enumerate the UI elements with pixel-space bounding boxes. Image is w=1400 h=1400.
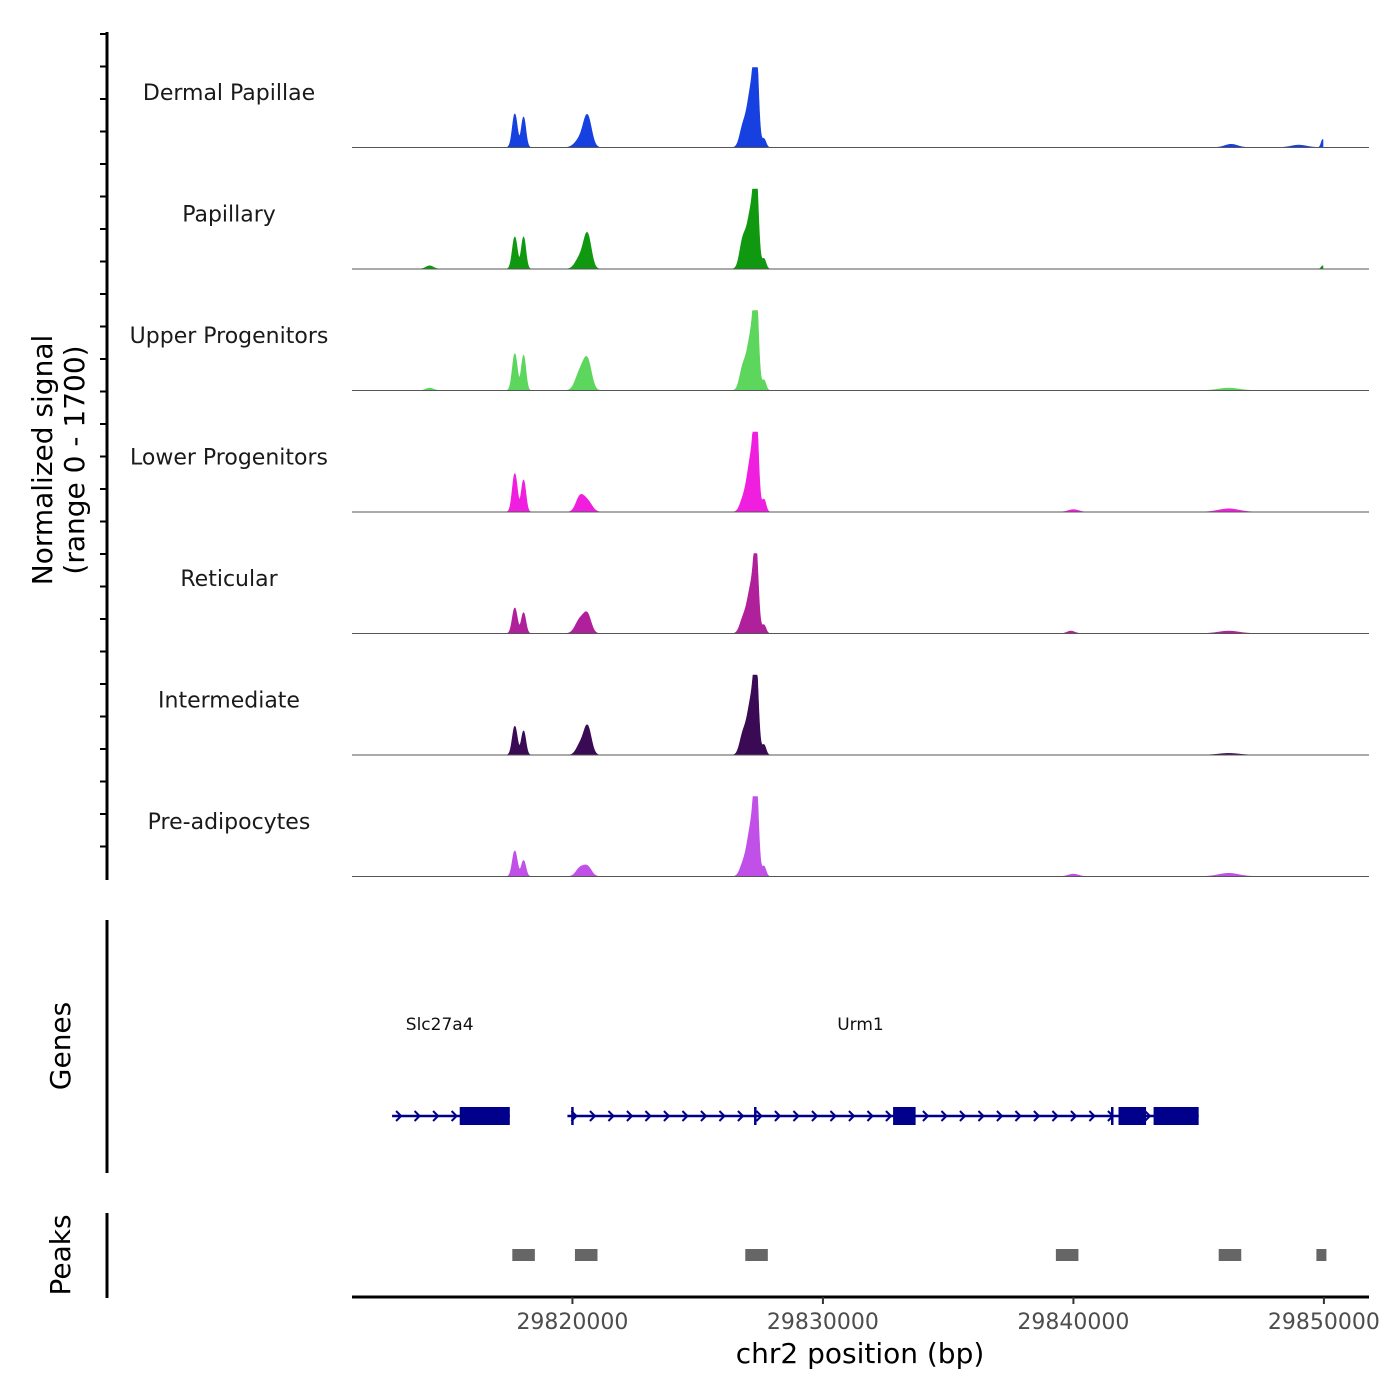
- strand-arrow: [395, 1110, 403, 1122]
- gene-exon: [459, 1107, 510, 1125]
- track-label: Pre-adipocytes: [148, 810, 311, 835]
- track-upper-progenitors: Upper Progenitors: [130, 310, 1369, 391]
- strand-arrow: [450, 1110, 458, 1122]
- strand-arrow: [755, 1110, 763, 1122]
- gene-urm1: Urm1: [567, 1015, 1199, 1125]
- strand-arrow: [589, 1110, 597, 1122]
- strand-arrow: [1088, 1110, 1096, 1122]
- strand-arrow: [774, 1110, 782, 1122]
- genes-panel-label: Genes: [44, 1002, 77, 1090]
- signal-area: [352, 310, 1323, 391]
- gene-label: Slc27a4: [406, 1015, 474, 1035]
- gene-exon: [893, 1107, 916, 1125]
- signal-area: [352, 188, 1324, 270]
- track-intermediate: Intermediate: [158, 674, 1369, 756]
- strand-arrow: [811, 1110, 819, 1122]
- track-label: Upper Progenitors: [130, 324, 329, 349]
- signal-area: [352, 796, 1323, 877]
- strand-arrow: [413, 1110, 421, 1122]
- signal-area: [352, 67, 1324, 148]
- peak-region: [1218, 1249, 1242, 1261]
- peak-region: [1316, 1249, 1327, 1261]
- strand-arrow: [885, 1110, 893, 1122]
- track-dermal-papillae: Dermal Papillae: [143, 67, 1369, 148]
- signal-area: [352, 431, 1323, 513]
- gene-exon: [1153, 1107, 1199, 1125]
- x-axis-ticks: 29820000 29830000 29840000 29850000: [516, 1297, 1380, 1335]
- peak-region: [512, 1249, 535, 1261]
- x-tick-label: 29850000: [1268, 1310, 1380, 1335]
- signal-tracks: Dermal Papillae Papillary Upper Progenitor…: [130, 67, 1369, 877]
- peak-region: [574, 1249, 598, 1261]
- x-tick-label: 29840000: [1017, 1310, 1129, 1335]
- strand-arrow: [718, 1110, 726, 1122]
- strand-arrow: [626, 1110, 634, 1122]
- signal-y-axis: [100, 32, 109, 880]
- strand-arrow: [866, 1110, 874, 1122]
- track-pre-adipocytes: Pre-adipocytes: [148, 796, 1369, 877]
- x-tick-label: 29820000: [516, 1310, 628, 1335]
- x-axis-title: chr2 position (bp): [736, 1337, 985, 1370]
- strand-arrow: [977, 1110, 985, 1122]
- strand-arrow: [922, 1110, 930, 1122]
- strand-arrow: [1070, 1110, 1078, 1122]
- strand-arrow: [700, 1110, 708, 1122]
- strand-arrow: [792, 1110, 800, 1122]
- strand-arrow: [996, 1110, 1004, 1122]
- strand-arrow: [1051, 1110, 1059, 1122]
- strand-arrow: [959, 1110, 967, 1122]
- track-label: Reticular: [180, 567, 278, 592]
- strand-arrow: [432, 1110, 440, 1122]
- y-axis-title-line2: (range 0 - 1700): [58, 345, 91, 574]
- gene-slc27a4: Slc27a4: [392, 1015, 510, 1125]
- gene-exon: [571, 1107, 574, 1125]
- track-lower-progenitors: Lower Progenitors: [130, 431, 1369, 513]
- strand-arrow: [681, 1110, 689, 1122]
- strand-arrow: [848, 1110, 856, 1122]
- track-papillary: Papillary: [182, 188, 1369, 270]
- signal-area: [352, 553, 1323, 634]
- gene-exon: [1110, 1107, 1114, 1125]
- track-label: Papillary: [182, 203, 276, 228]
- peak-region: [745, 1249, 768, 1261]
- strand-arrow: [1014, 1110, 1022, 1122]
- x-tick-label: 29830000: [767, 1310, 879, 1335]
- track-reticular: Reticular: [180, 553, 1369, 634]
- peaks-panel-label: Peaks: [44, 1214, 77, 1295]
- track-label: Lower Progenitors: [130, 446, 328, 471]
- y-axis-title-line1: Normalized signal: [26, 335, 59, 586]
- strand-arrow: [1144, 1110, 1152, 1122]
- gene-label: Urm1: [837, 1015, 884, 1035]
- strand-arrow: [737, 1110, 745, 1122]
- strand-arrow: [829, 1110, 837, 1122]
- gene-annotation-track: Slc27a4 Urm1: [392, 1015, 1199, 1125]
- track-label: Dermal Papillae: [143, 81, 315, 106]
- gene-exon: [1118, 1107, 1147, 1125]
- peak-region: [1055, 1249, 1079, 1261]
- signal-area: [352, 674, 1323, 756]
- peak-region-track: [512, 1249, 1327, 1261]
- strand-arrow: [1033, 1110, 1041, 1122]
- track-label: Intermediate: [158, 689, 300, 714]
- strand-arrow: [663, 1110, 671, 1122]
- strand-arrow: [940, 1110, 948, 1122]
- strand-arrow: [644, 1110, 652, 1122]
- strand-arrow: [607, 1110, 615, 1122]
- gene-exon: [754, 1107, 757, 1125]
